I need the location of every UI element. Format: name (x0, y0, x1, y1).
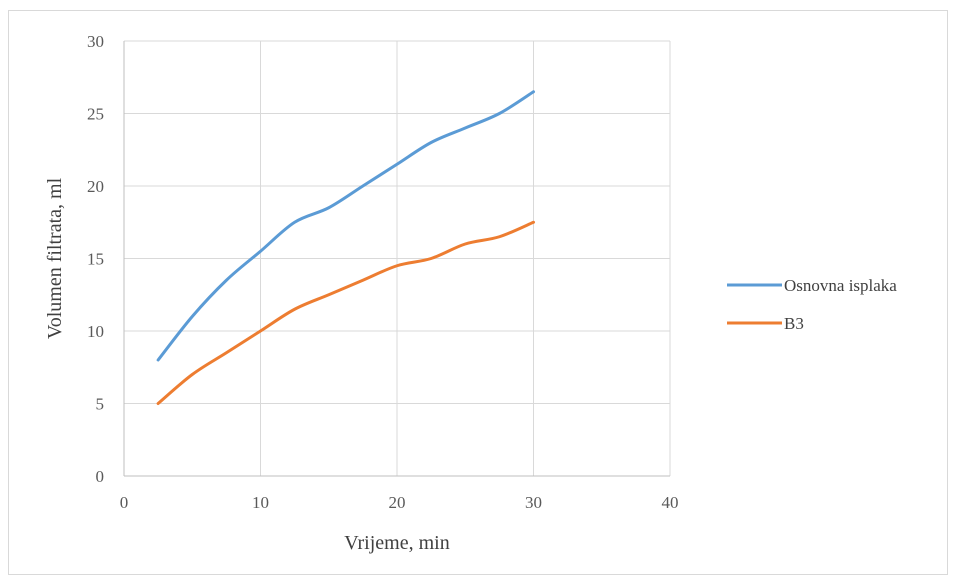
y-tick-label: 15 (87, 250, 104, 269)
y-tick-labels: 0 5 10 15 20 25 30 (87, 32, 104, 486)
legend-label: B3 (784, 314, 804, 333)
x-tick-label: 40 (662, 493, 679, 512)
grid-lines (124, 40, 671, 476)
series-line-2 (156, 220, 535, 405)
x-tick-label: 0 (120, 493, 129, 512)
legend-label: Osnovna isplaka (784, 276, 897, 295)
y-tick-label: 10 (87, 322, 104, 341)
y-tick-label: 5 (96, 395, 105, 414)
x-tick-labels: 0 10 20 30 40 (120, 493, 679, 512)
chart-frame (8, 10, 948, 575)
series-line-1 (156, 90, 535, 362)
y-tick-label: 30 (87, 32, 104, 51)
legend: Osnovna isplaka B3 (727, 276, 897, 333)
y-tick-label: 25 (87, 105, 104, 124)
x-tick-label: 20 (389, 493, 406, 512)
series-lines (156, 90, 535, 405)
y-axis-title: Volumen filtrata, ml (44, 177, 66, 339)
y-tick-label: 0 (96, 467, 105, 486)
x-tick-label: 10 (252, 493, 269, 512)
x-axis-title: Vrijeme, min (344, 532, 449, 554)
y-tick-label: 20 (87, 177, 104, 196)
axes (123, 41, 670, 477)
x-tick-label: 30 (525, 493, 542, 512)
